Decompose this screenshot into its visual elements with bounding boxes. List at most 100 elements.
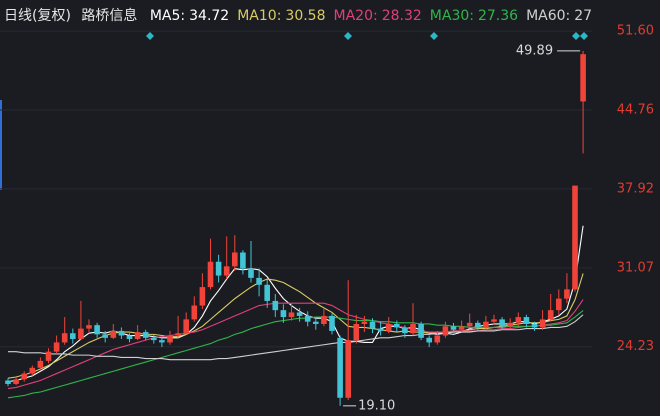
candle-body <box>110 330 117 338</box>
candle-body <box>580 54 586 102</box>
candle-body <box>45 351 52 361</box>
candle-body <box>288 312 295 318</box>
candle-body <box>539 319 546 328</box>
candle-body <box>475 322 481 328</box>
candle-body <box>264 284 270 301</box>
y-tick-label: 44.76 <box>617 102 654 117</box>
ma-line <box>8 314 584 361</box>
header: 日线(复权) 路桥信息 MA5: 34.72 MA10: 30.58 MA20: 28.3… <box>4 7 592 24</box>
event-marker <box>580 32 588 40</box>
candle-body <box>256 277 262 285</box>
candle-body <box>450 326 457 330</box>
candle-body <box>296 312 303 316</box>
candle-body <box>313 321 319 324</box>
side-marker <box>0 100 2 190</box>
candle-body <box>547 310 554 320</box>
legend-value: 27.36 <box>478 8 518 24</box>
y-tick-label: 51.60 <box>617 24 654 39</box>
candle-body <box>142 332 149 338</box>
candle-body <box>361 321 368 324</box>
candle-body <box>191 305 198 320</box>
candle-body <box>572 185 578 290</box>
candle-body <box>29 367 36 374</box>
candle-body <box>61 333 68 343</box>
candle-body <box>21 373 27 380</box>
y-tick-label: 37.92 <box>617 181 654 196</box>
event-marker <box>430 32 438 40</box>
event-marker <box>344 32 352 40</box>
candle-body <box>207 261 214 288</box>
candle-body <box>353 323 360 341</box>
candle-body <box>13 379 19 384</box>
candle-body <box>151 337 157 341</box>
candle-body <box>442 326 449 336</box>
legend-value: 27 <box>574 8 592 24</box>
candle-body <box>248 268 254 278</box>
candle-body <box>556 298 562 311</box>
candle-body <box>53 342 60 352</box>
candle-body <box>70 333 76 339</box>
legend-name: MA5: <box>150 8 185 24</box>
ma-line <box>7 299 584 390</box>
candle-body <box>458 326 465 330</box>
candle-body <box>418 323 424 338</box>
candle-body <box>272 300 279 311</box>
candle-body <box>377 328 384 331</box>
candle-body <box>385 323 392 331</box>
candle-body <box>466 322 473 327</box>
legend-name: MA60: <box>526 8 570 24</box>
legend-value: 34.72 <box>189 8 229 24</box>
candle-body <box>434 335 441 343</box>
labels: 51.60 44.76 37.92 31.07 24.23 49.89 19.10 <box>343 24 654 413</box>
candle-body <box>37 360 44 368</box>
candle-body <box>491 319 497 322</box>
candle-body <box>118 330 125 336</box>
candles <box>5 50 586 406</box>
candle-body <box>369 321 376 329</box>
candle-body <box>329 315 335 331</box>
candle-body <box>102 334 108 338</box>
candle-body <box>126 335 133 339</box>
candle-body <box>5 380 11 384</box>
candle-body <box>321 315 327 324</box>
candle-body <box>507 322 513 327</box>
candle-body <box>523 317 530 324</box>
legend-name: MA20: <box>334 8 378 24</box>
candle-body <box>410 323 416 334</box>
y-tick-label: 24.23 <box>617 339 654 354</box>
candle-body <box>223 266 230 276</box>
period: 日线(复权) <box>4 7 71 24</box>
candle-body <box>232 252 238 267</box>
candle-body <box>337 337 343 398</box>
candle-body <box>199 287 206 306</box>
y-tick-label: 31.07 <box>617 260 654 275</box>
candle-body <box>240 252 246 269</box>
candle-body <box>564 289 570 299</box>
candle-body <box>94 325 100 335</box>
legend-name: MA30: <box>430 8 474 24</box>
candle-body <box>183 319 189 334</box>
candle-body <box>159 340 165 343</box>
candle-body <box>167 335 173 343</box>
candle-body <box>175 333 181 336</box>
event-marker <box>572 32 580 40</box>
candle-body <box>515 317 522 323</box>
candle-body <box>499 319 505 327</box>
candle-body <box>134 332 141 339</box>
event-markers <box>146 32 588 40</box>
candle-body <box>402 327 408 334</box>
stock-name: 路桥信息 <box>81 7 137 24</box>
candle-body <box>426 337 432 343</box>
candle-body <box>483 321 489 328</box>
candle-body <box>531 323 538 328</box>
candle-body <box>394 323 400 328</box>
candle-body <box>345 340 351 398</box>
candle-body <box>78 328 84 339</box>
candle-body <box>304 315 311 322</box>
high-label: 49.89 <box>516 43 553 58</box>
legend-name: MA10: <box>237 8 281 24</box>
candle-body <box>280 310 287 318</box>
grid <box>0 30 592 348</box>
